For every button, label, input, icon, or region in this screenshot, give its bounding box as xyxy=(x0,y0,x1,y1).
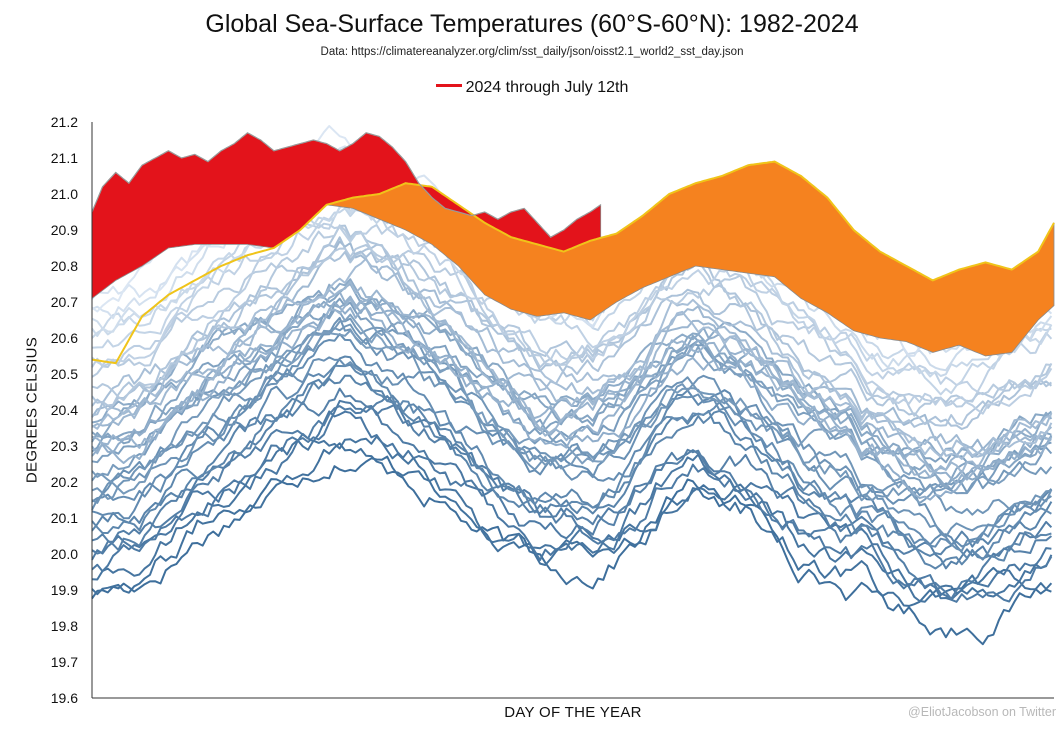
year-line-1985 xyxy=(91,410,1052,601)
y-tick-labels: 19.6 19.7 19.8 19.9 20.0 20.1 20.2 20.3 20.4 20.5… xyxy=(51,114,78,706)
y-axis-label: DEGREES CELSIUS xyxy=(23,336,41,484)
y-tick-label: 20.1 xyxy=(51,510,78,526)
year-line-2007 xyxy=(91,240,1053,455)
line-2024 xyxy=(91,132,602,238)
watermark: @EliotJacobson on Twitter xyxy=(908,705,1056,719)
year-line-1987 xyxy=(91,404,1053,600)
y-tick-label: 20.9 xyxy=(51,222,78,238)
y-tick-label: 19.9 xyxy=(51,582,78,598)
year-line-1986 xyxy=(91,399,1053,603)
year-line-1998 xyxy=(91,297,1052,505)
line-2023 xyxy=(91,160,1055,365)
y-tick-label: 19.7 xyxy=(51,654,78,670)
y-tick-label: 20.5 xyxy=(51,366,78,382)
legend: 2024 through July 12th xyxy=(0,79,1064,97)
year-line-2015 xyxy=(91,200,1053,393)
y-tick-label: 20.0 xyxy=(51,546,78,562)
x-axis-label: DAY OF THE YEAR xyxy=(504,704,642,721)
year-line-2010 xyxy=(91,243,1053,430)
chart-source: Data: https://climatereanalyzer.org/clim… xyxy=(320,46,744,58)
year-line-1992 xyxy=(91,333,1052,548)
legend-label: 2024 through July 12th xyxy=(465,79,629,96)
legend-swatch xyxy=(435,84,462,88)
y-tick-label: 20.7 xyxy=(51,294,78,310)
axes xyxy=(91,122,1054,699)
chart-title: Global Sea-Surface Temperatures (60°S-60… xyxy=(205,10,859,38)
y-tick-label: 20.4 xyxy=(51,402,78,418)
year-line-2008 xyxy=(91,257,1052,460)
year-line-1982 xyxy=(91,455,1052,646)
record-lines xyxy=(91,132,1055,365)
year-line-2014 xyxy=(91,217,1053,415)
year-line-1996 xyxy=(91,317,1053,502)
y-tick-label: 20.8 xyxy=(51,258,78,274)
y-tick-label: 21.2 xyxy=(51,114,78,130)
y-tick-label: 20.2 xyxy=(51,474,78,490)
y-tick-label: 21.0 xyxy=(51,186,78,202)
year-line-2004 xyxy=(91,290,1053,485)
year-line-2003 xyxy=(91,301,1052,501)
year-line-1991 xyxy=(91,363,1053,561)
year-line-1994 xyxy=(91,316,1053,538)
y-tick-label: 20.3 xyxy=(51,438,78,454)
year-line-1983 xyxy=(91,442,1053,607)
year-line-1990 xyxy=(91,355,1052,570)
y-tick-label: 21.1 xyxy=(51,150,78,166)
y-tick-label: 20.6 xyxy=(51,330,78,346)
year-line-2005 xyxy=(91,296,1052,479)
y-tick-label: 19.6 xyxy=(51,690,78,706)
y-tick-label: 19.8 xyxy=(51,618,78,634)
year-line-2012 xyxy=(91,244,1053,417)
